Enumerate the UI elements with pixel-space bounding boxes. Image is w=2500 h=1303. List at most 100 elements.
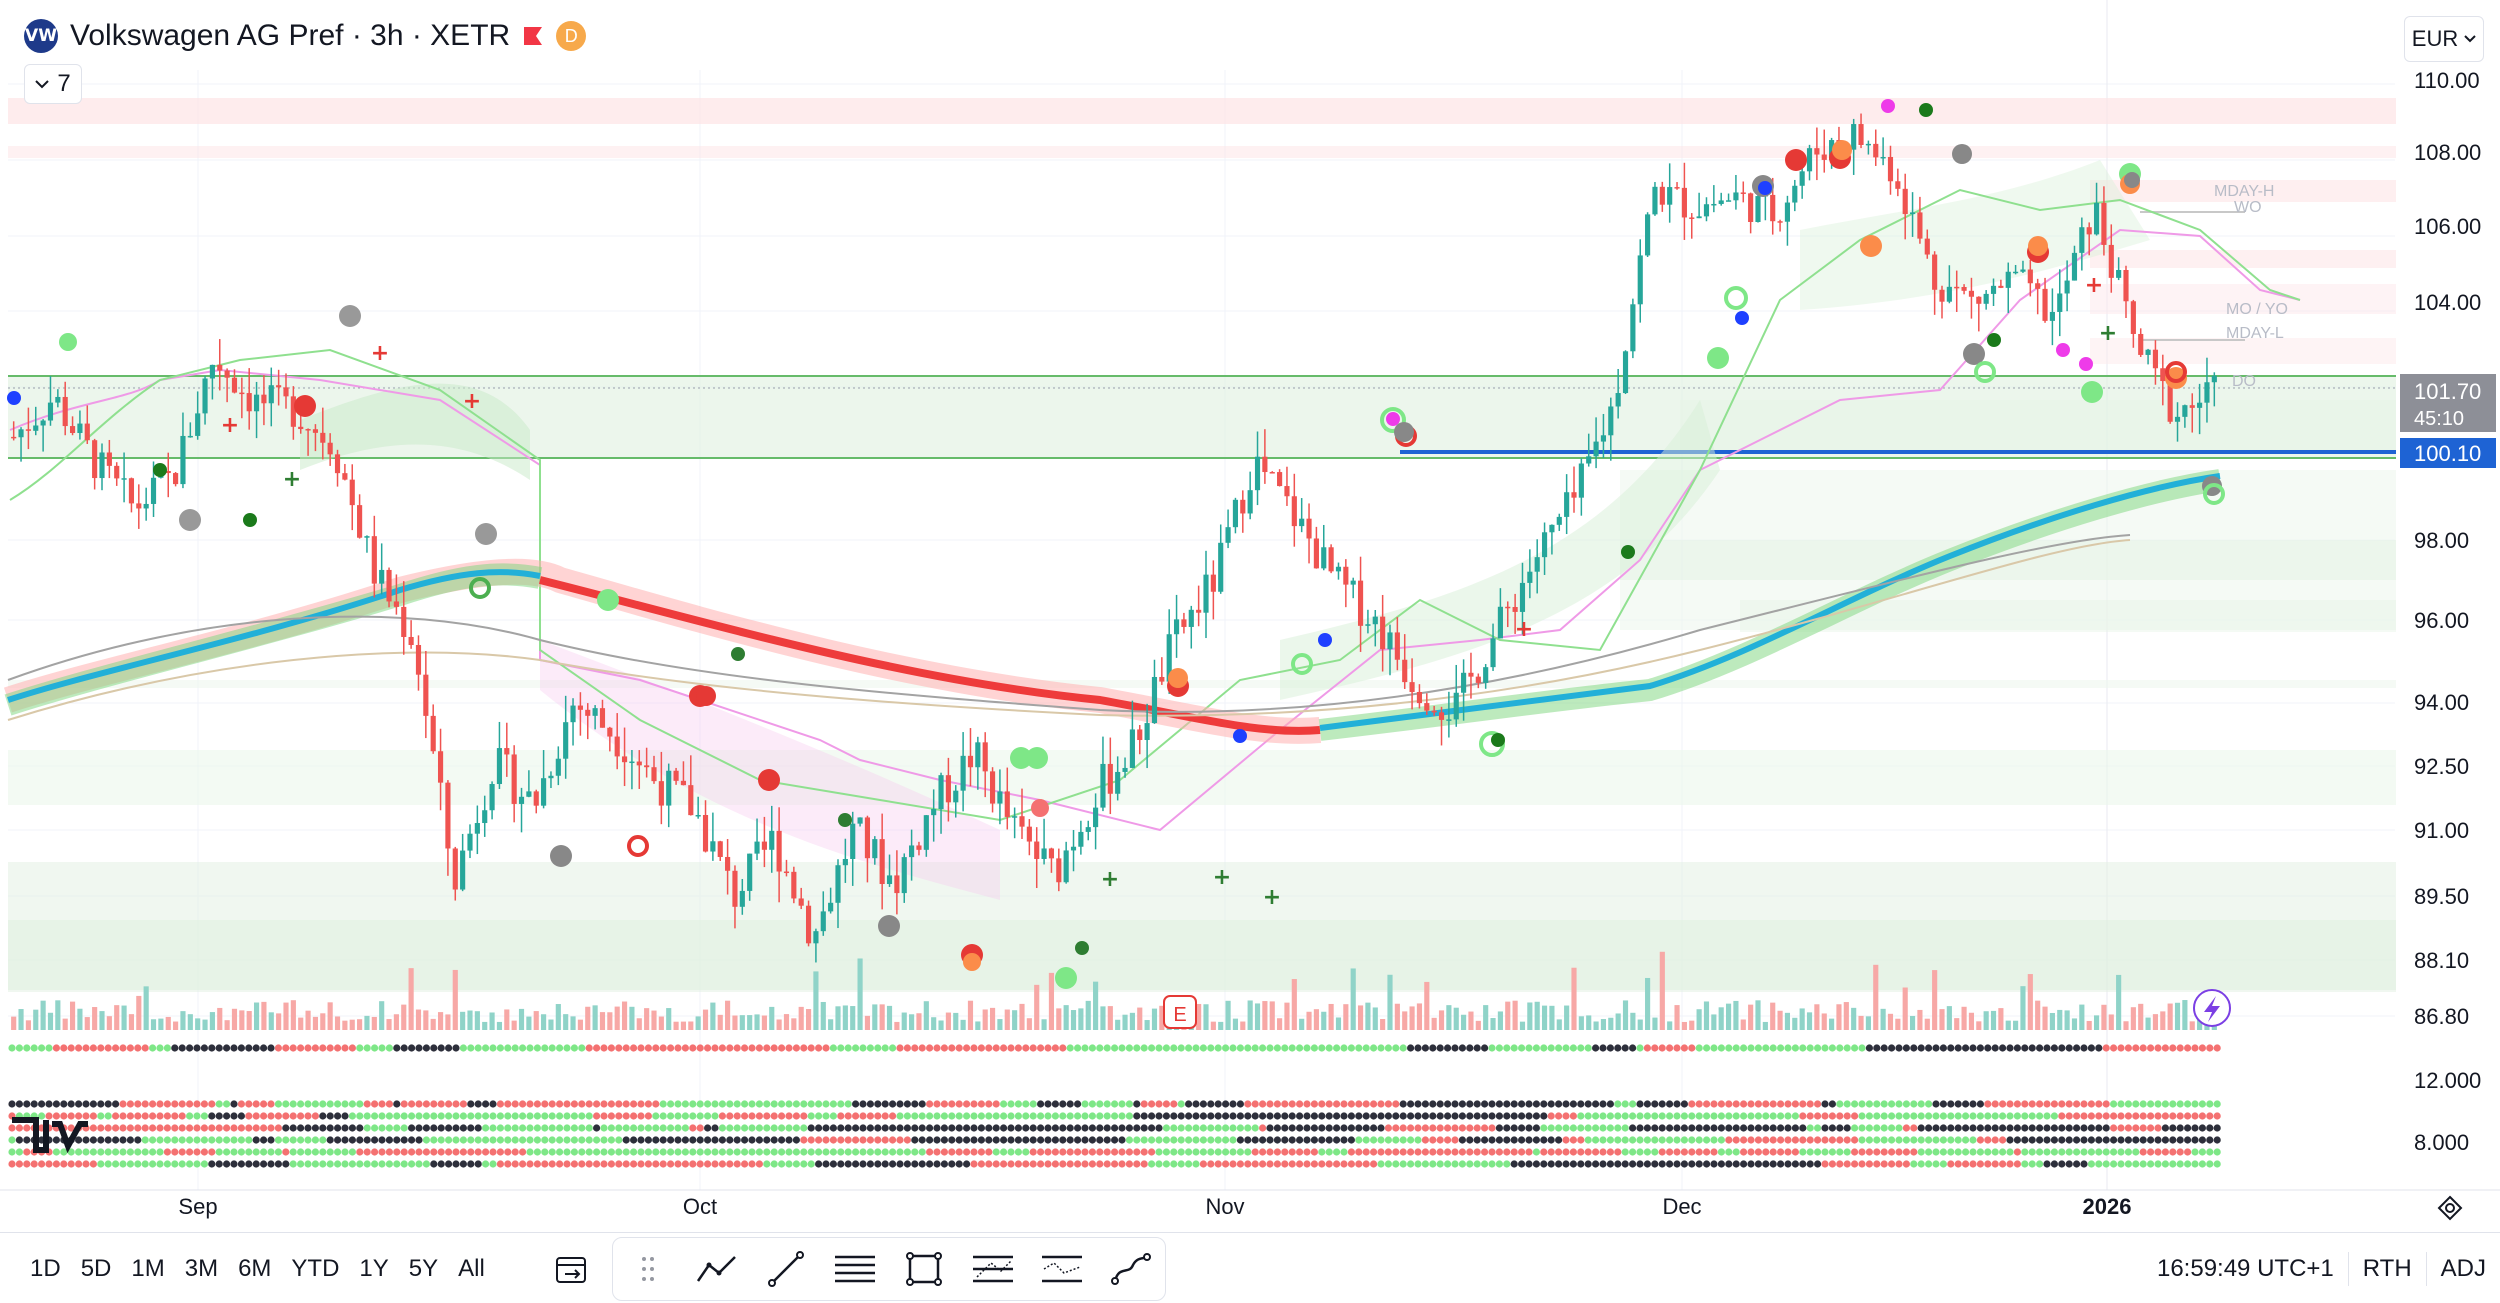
volume-bar (261, 1001, 267, 1030)
range-5y[interactable]: 5Y (408, 1255, 439, 1282)
candle-body (2027, 269, 2033, 284)
indicator-dot (1636, 1112, 1644, 1120)
plus-marker: + (2085, 273, 2103, 298)
indicator-dot (430, 1148, 438, 1156)
indicator-dot (23, 1160, 31, 1168)
lightning-icon[interactable] (2193, 989, 2231, 1027)
indicator-dot (1636, 1136, 1644, 1144)
indicator-dot (1333, 1148, 1341, 1156)
indicator-dot (903, 1044, 912, 1052)
indicator-dot (2102, 1100, 2110, 1108)
indicator-dot (311, 1148, 319, 1156)
range-all[interactable]: All (458, 1255, 485, 1282)
time-axis[interactable]: Sep Oct Nov Dec 2026 (178, 1194, 2131, 1219)
range-ytd[interactable]: YTD (291, 1255, 340, 1282)
indicator-dot (711, 1136, 719, 1144)
fib-retracement-icon[interactable] (831, 1245, 879, 1293)
indicator-dot (1939, 1136, 1947, 1144)
indicator-dot (1362, 1112, 1370, 1120)
range-1d[interactable]: 1D (30, 1255, 61, 1282)
indicator-dot (297, 1136, 305, 1144)
volume-bar (1144, 1020, 1150, 1030)
indicator-dot (1199, 1136, 1207, 1144)
indicator-dot (1518, 1148, 1526, 1156)
indicator-dot (563, 1136, 571, 1144)
indicator-dot (652, 1100, 660, 1108)
clock-timezone[interactable]: 16:59:49 UTC+1 (2156, 1255, 2334, 1282)
candle-body (725, 856, 731, 871)
indicator-axis[interactable]: 12.000 8.000 (2414, 1068, 2481, 1155)
indicator-dot (1969, 1100, 1977, 1108)
indicator-dot (1895, 1100, 1903, 1108)
indicator-dot (556, 1044, 564, 1052)
range-3m[interactable]: 3M (184, 1255, 219, 1282)
indicator-dot (1059, 1112, 1067, 1120)
session-rth[interactable]: RTH (2362, 1255, 2412, 1282)
symbol-header[interactable]: VW Volkswagen AG Pref · 3h · XETR D (24, 14, 587, 58)
indicator-dot (792, 1160, 801, 1168)
indicator-dot (496, 1124, 504, 1132)
indicator-dot (955, 1124, 963, 1132)
indicator-dot (385, 1148, 393, 1156)
indicator-dot (1399, 1100, 1407, 1108)
indicator-dot (97, 1112, 105, 1120)
indicator-dot (607, 1136, 616, 1144)
price-axis[interactable]: 110.00 108.00 106.00 104.00 98.00 96.00 … (2414, 68, 2481, 1029)
volume-bar (1725, 1003, 1732, 1030)
indicator-dot (2184, 1044, 2192, 1052)
go-to-date-icon[interactable] (548, 1247, 596, 1291)
indicators-collapse-button[interactable]: 7 (24, 64, 82, 104)
indicator-dot (1347, 1136, 1355, 1144)
volume-bar (1777, 1010, 1783, 1030)
range-1m[interactable]: 1M (131, 1255, 165, 1282)
indicator-dot (896, 1100, 904, 1108)
flag-icon[interactable] (522, 25, 544, 47)
indicator-dot (1636, 1124, 1644, 1132)
volume-bar (658, 1016, 664, 1030)
path-icon[interactable] (1107, 1245, 1155, 1293)
indicator-dot (1777, 1100, 1785, 1108)
indicator-dot (1525, 1044, 1533, 1052)
candle-body (1394, 632, 1400, 660)
dividend-badge[interactable]: D (556, 21, 587, 51)
adjustment-adj[interactable]: ADJ (2440, 1255, 2486, 1282)
symbol-title[interactable]: Volkswagen AG Pref · 3h · XETR (70, 19, 511, 52)
candle-body (2167, 381, 2173, 422)
indicator-dot (1843, 1124, 1851, 1132)
indicator-dot (1133, 1100, 1141, 1108)
indicator-dot (2006, 1044, 2014, 1052)
indicator-dot (578, 1044, 586, 1052)
currency-selector[interactable]: EUR (2404, 16, 2484, 62)
indicator-dot (985, 1100, 993, 1108)
indicator-dot (911, 1136, 919, 1144)
indicator-dot (311, 1100, 319, 1108)
level-lines (8, 211, 2396, 459)
indicator-dot (844, 1100, 852, 1108)
indicator-dot (1407, 1044, 1415, 1052)
indicator-dot (1518, 1136, 1526, 1144)
indicator-dot (1318, 1044, 1326, 1052)
rectangle-icon[interactable] (900, 1245, 948, 1293)
trend-line-icon[interactable] (762, 1245, 810, 1293)
long-position-icon[interactable] (969, 1245, 1017, 1293)
range-5d[interactable]: 5D (80, 1255, 112, 1282)
candle-body (658, 781, 664, 806)
settings-gear-icon[interactable] (2432, 1190, 2468, 1226)
chart-canvas[interactable]: + + + + + + + + + + MDAY-H WO MO / YO MD… (0, 0, 2500, 1232)
indicator-dot (378, 1136, 386, 1144)
trend-angle-icon[interactable] (693, 1245, 741, 1293)
earnings-marker[interactable]: E (1163, 995, 1197, 1029)
candle-body (1564, 492, 1570, 517)
range-6m[interactable]: 6M (238, 1255, 272, 1282)
indicator-dot (1666, 1044, 1674, 1052)
indicator-dot (1125, 1136, 1133, 1144)
indicator-dot (1325, 1160, 1333, 1168)
range-1y[interactable]: 1Y (359, 1255, 389, 1282)
signal-dot (475, 523, 497, 545)
indicator-dot (1562, 1160, 1570, 1168)
volume-bar (1829, 1018, 1835, 1030)
forecast-icon[interactable] (1038, 1245, 1086, 1293)
drag-handle-icon[interactable] (624, 1245, 672, 1293)
indicator-dot (585, 1112, 593, 1120)
indicator-dot (445, 1148, 453, 1156)
